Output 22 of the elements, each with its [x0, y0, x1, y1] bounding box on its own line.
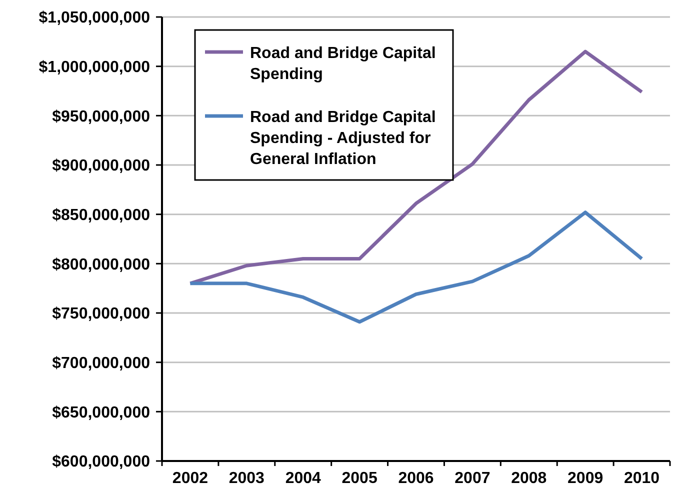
x-tick-label: 2003: [228, 470, 265, 487]
legend-label: Road and Bridge Capital Spending - Adjusted for General Inflation: [250, 109, 436, 168]
x-tick-label: 2004: [285, 470, 322, 487]
legend-label: Road and Bridge Capital Spending: [250, 45, 436, 83]
x-tick-label: 2002: [172, 470, 208, 487]
x-tick-label: 2006: [398, 470, 434, 487]
y-tick-label: $900,000,000: [52, 158, 150, 175]
y-tick-label: $1,000,000,000: [38, 58, 150, 76]
line-series: [188, 210, 644, 324]
y-tick-label: $800,000,000: [52, 256, 150, 274]
y-tick-label: $950,000,000: [52, 108, 150, 126]
x-tick-label: 2008: [511, 470, 547, 487]
y-tick-label: $650,000,000: [52, 404, 150, 422]
y-tick-label: $600,000,000: [52, 454, 150, 471]
x-tick-label: 2005: [342, 470, 378, 487]
x-tick-label: 2010: [624, 470, 660, 487]
y-tick-label: $1,050,000,000: [38, 10, 150, 27]
x-tick-label: 2007: [454, 470, 490, 487]
x-tick-label: 2009: [568, 470, 604, 487]
y-tick-label: $750,000,000: [52, 306, 150, 323]
y-tick-label: $850,000,000: [52, 206, 150, 224]
y-tick-label: $700,000,000: [52, 354, 150, 372]
